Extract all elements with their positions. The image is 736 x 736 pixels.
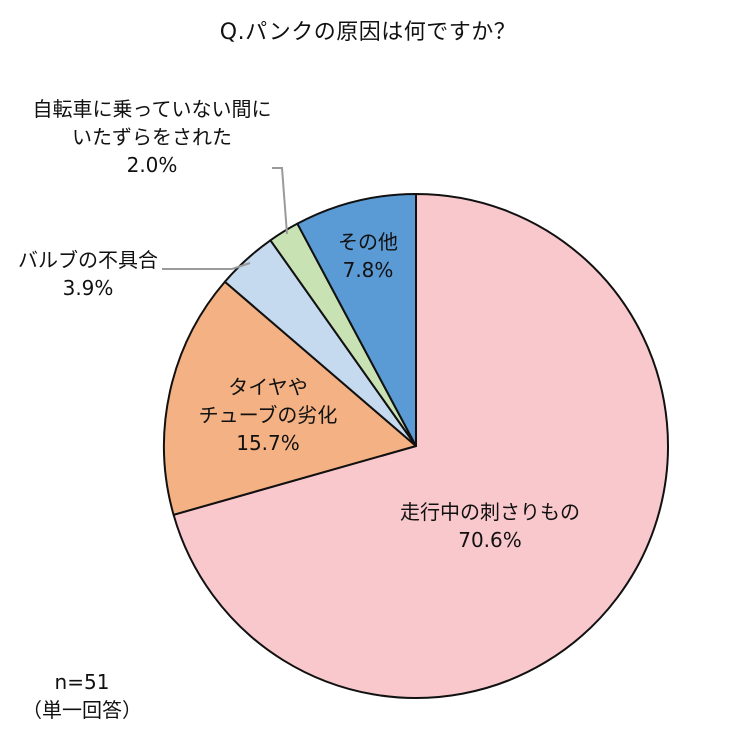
slice-label-text: タイヤや <box>228 375 308 399</box>
chart-title: Q.パンクの原因は何ですか？ <box>219 20 517 45</box>
slice-label-mischief: 自転車に乗っていない間に いたずらをされた 2.0% <box>4 95 300 179</box>
slice-label-text: その他 <box>338 230 398 254</box>
slice-value-label: 3.9% <box>62 276 114 300</box>
slice-label-puncture-object: 走行中の刺さりもの 70.6% <box>370 498 610 554</box>
slice-other <box>296 193 417 447</box>
answer-type: （単一回答） <box>22 698 142 722</box>
slice-tire-deterioration <box>163 280 417 516</box>
leader-line-mischief <box>272 167 288 235</box>
slice-label-other: その他 7.8% <box>318 228 418 284</box>
slice-puncture-object <box>172 193 669 699</box>
slice-label-text: いたずらをされた <box>72 125 232 149</box>
slice-label-text: 自転車に乗っていない間に <box>32 97 272 121</box>
leader-lines <box>162 167 288 270</box>
pie-slices <box>163 193 669 699</box>
slice-label-text: 走行中の刺さりもの <box>400 500 580 524</box>
slice-label-tire-deterioration: タイヤや チューブの劣化 15.7% <box>168 373 368 457</box>
slice-label-text: バルブの不具合 <box>18 248 158 272</box>
slice-label-valve: バルブの不具合 3.9% <box>8 246 168 302</box>
slice-value-label: 2.0% <box>126 153 178 177</box>
slice-value-label: 15.7% <box>236 431 300 455</box>
slice-label-text: チューブの劣化 <box>198 403 338 427</box>
leader-line-valve <box>162 262 251 270</box>
sample-note: n=51 （単一回答） <box>22 668 142 724</box>
slice-value-label: 7.8% <box>342 258 394 282</box>
slice-value-label: 70.6% <box>458 528 522 552</box>
sample-size: n=51 <box>54 670 110 694</box>
